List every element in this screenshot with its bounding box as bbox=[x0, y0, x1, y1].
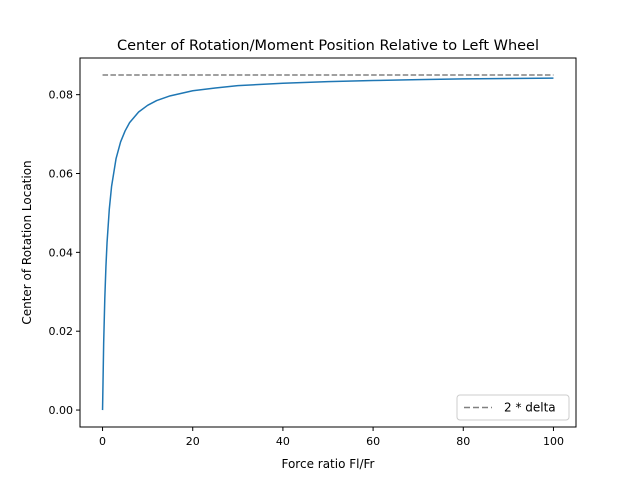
x-tick-label: 20 bbox=[186, 435, 200, 448]
y-tick-label: 0.02 bbox=[49, 325, 74, 338]
y-tick-label: 0.00 bbox=[49, 404, 74, 417]
y-tick-label: 0.04 bbox=[49, 246, 74, 259]
plot-lines bbox=[101, 74, 554, 411]
legend-box bbox=[456, 394, 570, 421]
y-tick-label: 0.06 bbox=[49, 168, 74, 181]
y-tick-label: 0.08 bbox=[49, 89, 74, 102]
x-tick-label: 80 bbox=[456, 435, 470, 448]
legend-label-delta: 2 * delta bbox=[504, 401, 556, 415]
y-ticks: 0.00 0.02 0.04 0.06 0.08 bbox=[49, 89, 80, 417]
x-tick-label: 40 bbox=[276, 435, 290, 448]
x-tick-label: 100 bbox=[543, 435, 564, 448]
x-tick-label: 0 bbox=[99, 435, 106, 448]
series-line-0 bbox=[101, 77, 554, 411]
x-axis-title: Force ratio Fl/Fr bbox=[281, 457, 374, 471]
x-ticks: 0 20 40 60 80 100 bbox=[99, 427, 564, 448]
plot-frame bbox=[79, 57, 577, 428]
x-tick-label: 60 bbox=[366, 435, 380, 448]
chart-title: Center of Rotation/Moment Position Relat… bbox=[117, 38, 539, 54]
y-axis-title: Center of Rotation Location bbox=[20, 160, 34, 324]
legend: 2 * delta bbox=[456, 394, 570, 421]
